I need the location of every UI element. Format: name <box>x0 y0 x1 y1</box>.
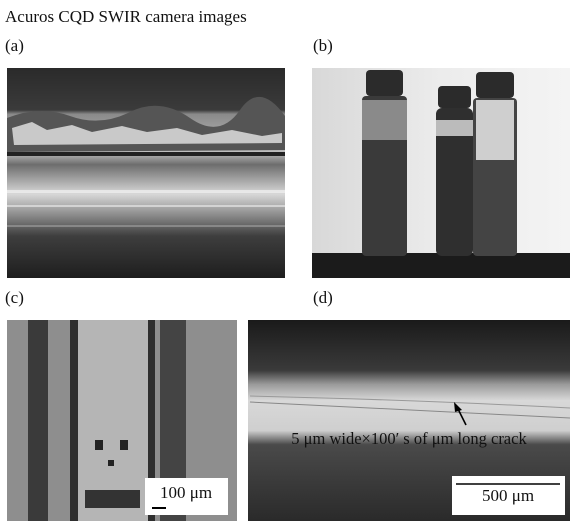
panel-label: (d) <box>313 288 333 307</box>
panel-label: (b) <box>313 36 333 55</box>
panel-label: (a) <box>5 36 24 55</box>
annotation: 5 μm wide×100′ s of μm long crack <box>291 429 527 448</box>
scale-bar-label: 500 μm <box>482 486 534 505</box>
figure: Acuros CQD SWIR camera images (a) (b) (c… <box>0 0 570 521</box>
scale-bar-label: 100 μm <box>160 483 212 502</box>
image-landscape <box>7 68 285 278</box>
image-chip: 100 μm <box>7 320 237 521</box>
panel-label: (c) <box>5 288 24 307</box>
image-vials <box>312 68 570 278</box>
figure-title: Acuros CQD SWIR camera images <box>5 7 247 26</box>
image-crack: 5 μm wide×100′ s of μm long crack 500 μm <box>248 320 570 521</box>
